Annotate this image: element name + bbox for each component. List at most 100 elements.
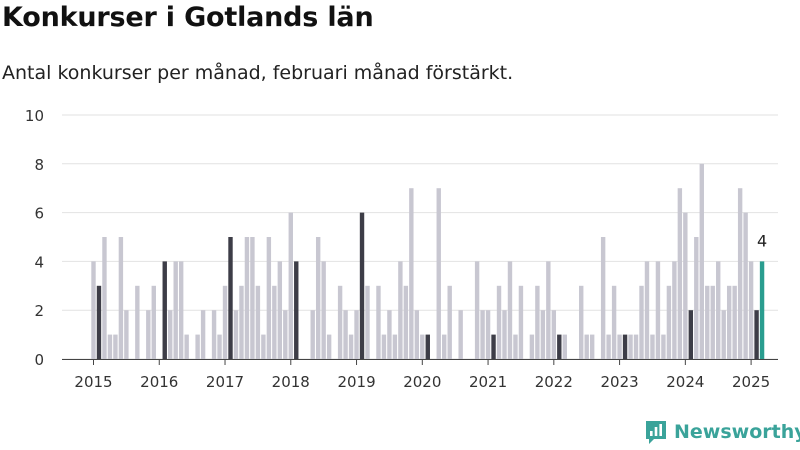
bar-february [491,334,496,359]
bar [409,188,414,359]
bar [655,261,661,359]
bar [726,285,732,359]
bar [721,310,726,359]
bar [611,285,617,359]
bar [710,285,715,359]
bar-february [688,310,694,359]
bar [250,237,255,359]
bar [321,261,326,359]
bar [683,212,688,359]
bar-february [425,334,430,359]
bar [222,285,228,359]
x-axis: 2015 2016 2017 2018 2019 2020 2021 2022 2023 2024… [62,359,778,391]
bar [540,310,546,359]
x-tick-label: 2015 [74,373,112,391]
bar [354,310,359,359]
y-tick-label: 4 [34,253,44,271]
chart-subtitle: Antal konkurser per månad, februari måna… [2,62,514,84]
bar [376,285,381,359]
bar [589,334,595,359]
x-tick-label: 2025 [732,373,770,391]
bar [661,334,666,359]
bar [217,334,222,359]
bar [113,334,118,359]
bar [458,310,463,359]
bar [518,285,524,359]
bar-february [162,261,167,359]
bar [348,334,354,359]
bar [124,310,129,359]
bar [628,334,633,359]
bar [579,285,584,359]
y-tick-label: 6 [34,205,44,223]
bar [485,310,491,359]
bar [584,334,589,359]
x-tick-label: 2021 [469,373,507,391]
bar [705,285,710,359]
bar-february [96,285,102,359]
bar [513,334,518,359]
newsworthy-logo-icon [646,421,666,444]
bar [600,237,606,359]
data-labels: 4 [757,231,767,250]
bar [200,310,206,359]
bar [447,285,452,359]
bar [261,334,266,359]
bar [677,188,683,359]
bar [255,285,261,359]
bar-february [557,334,562,359]
y-axis-ticks: 0 2 4 6 8 10 [25,107,44,369]
bar [672,261,677,359]
bar [135,285,140,359]
bar [387,310,392,359]
bar [403,285,409,359]
bar [633,334,639,359]
x-tick-label: 2020 [403,373,441,391]
bar [535,285,540,359]
bar [748,261,754,359]
bar [233,310,239,359]
bar [699,163,704,359]
x-tick-label: 2018 [272,373,310,391]
bar-latest [759,261,765,359]
bar [211,310,217,359]
bar [666,285,672,359]
bar [277,261,283,359]
bar [381,334,387,359]
bar [365,285,370,359]
y-tick-label: 8 [34,156,44,174]
bar [343,310,348,359]
bar [178,261,184,359]
bar-february [294,261,299,359]
bar [436,188,441,359]
bar [546,261,551,359]
y-tick-label: 10 [25,107,44,125]
brand-name: Newsworthy [674,421,800,443]
bar [414,310,420,359]
bar [562,334,567,359]
bar [91,261,96,359]
bar [173,261,178,359]
y-tick-label: 2 [34,302,44,320]
bars [91,163,765,359]
x-tick-label: 2023 [600,373,638,391]
bar [496,285,502,359]
chart-title: Konkurser i Gotlands län [2,2,374,33]
bar [644,261,650,359]
bar-february [754,310,759,359]
bar [266,237,272,359]
bar [507,261,513,359]
newsworthy-logo: Newsworthy [644,419,800,445]
bar [244,237,250,359]
bar [151,285,156,359]
bar [272,285,277,359]
latest-value-label: 4 [757,231,767,250]
x-tick-label: 2016 [140,373,178,391]
bar [184,334,189,359]
bar [392,334,398,359]
bar [288,212,293,359]
bar [315,237,321,359]
bar [551,310,557,359]
bar-february [359,212,365,359]
